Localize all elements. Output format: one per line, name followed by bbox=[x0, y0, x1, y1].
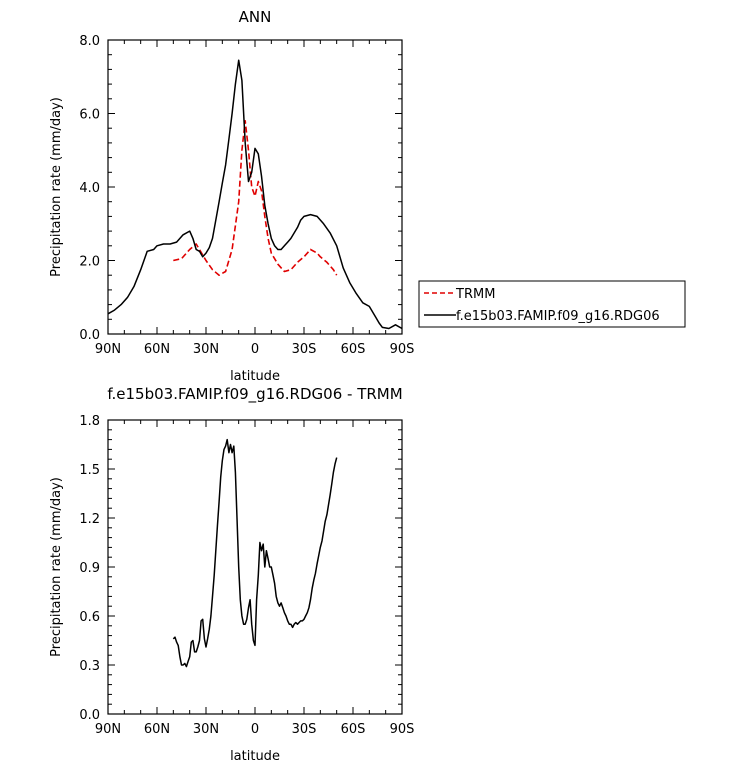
y-tick-label: 8.0 bbox=[79, 34, 100, 49]
y-tick-label: 2.0 bbox=[79, 255, 100, 270]
y-tick-label: 0.0 bbox=[79, 708, 100, 723]
top-chart-title: ANN bbox=[239, 8, 272, 26]
x-tick-label: 90N bbox=[95, 342, 121, 357]
y-tick-label: 0.3 bbox=[79, 659, 100, 674]
x-tick-label: 30S bbox=[292, 342, 317, 357]
x-tick-label: 30N bbox=[193, 722, 219, 737]
bottom-x-axis-label: latitude bbox=[230, 749, 280, 764]
x-tick-label: 90S bbox=[390, 722, 415, 737]
legend: TRMM f.e15b03.FAMIP.f09_g16.RDG06 bbox=[418, 280, 686, 328]
bottom-y-tick-labels: 0.0 0.3 0.6 0.9 1.2 1.5 1.8 bbox=[79, 414, 100, 723]
bottom-y-axis-label: Precipitation rate (mm/day) bbox=[49, 477, 64, 657]
x-tick-label: 30N bbox=[193, 342, 219, 357]
top-series-line-dashed-0 bbox=[173, 120, 338, 277]
top-x-axis-label: latitude bbox=[230, 369, 280, 384]
legend-box bbox=[418, 280, 686, 328]
y-tick-label: 0.6 bbox=[79, 610, 100, 625]
bottom-series-lines bbox=[172, 438, 338, 668]
bottom-x-tick-labels: 90N 60N 30N 0 30S 60S 90S bbox=[95, 722, 415, 737]
top-panel: ANN 0.02.04.06.08.0 90N 60N 30N 0 30S 60S 90S … bbox=[49, 8, 414, 384]
x-tick-label: 90S bbox=[390, 342, 415, 357]
x-tick-label: 60S bbox=[341, 722, 366, 737]
bottom-plot-frame bbox=[107, 419, 403, 715]
y-tick-label: 0.9 bbox=[79, 561, 100, 576]
x-tick-label: 30S bbox=[292, 722, 317, 737]
top-series-line-solid-1 bbox=[107, 59, 403, 330]
bottom-ticks bbox=[107, 419, 403, 715]
x-tick-label: 0 bbox=[251, 342, 259, 357]
top-y-axis-label: Precipitation rate (mm/day) bbox=[49, 97, 64, 277]
y-tick-label: 1.8 bbox=[79, 414, 100, 429]
x-tick-label: 60N bbox=[144, 342, 170, 357]
x-tick-label: 0 bbox=[251, 722, 259, 737]
bottom-chart-title: f.e15b03.FAMIP.f09_g16.RDG06 - TRMM bbox=[107, 385, 402, 404]
top-x-tick-labels: 90N 60N 30N 0 30S 60S 90S bbox=[95, 342, 415, 357]
x-tick-label: 90N bbox=[95, 722, 121, 737]
x-tick-label: 60N bbox=[144, 722, 170, 737]
x-tick-label: 60S bbox=[341, 342, 366, 357]
y-tick-label: 4.0 bbox=[79, 181, 100, 196]
top-ticks bbox=[107, 39, 403, 335]
y-tick-label: 6.0 bbox=[79, 108, 100, 123]
y-tick-label: 1.5 bbox=[79, 463, 100, 478]
legend-model-label: f.e15b03.FAMIP.f09_g16.RDG06 bbox=[456, 309, 660, 324]
bottom-series-line-solid-0 bbox=[172, 438, 338, 668]
legend-trmm-label: TRMM bbox=[455, 287, 495, 302]
top-plot-frame bbox=[107, 39, 403, 335]
bottom-panel: f.e15b03.FAMIP.f09_g16.RDG06 - TRMM 0.00… bbox=[49, 385, 414, 764]
top-series-lines bbox=[107, 59, 403, 330]
top-y-tick-labels: 0.0 2.0 4.0 6.0 8.0 bbox=[79, 34, 100, 343]
y-tick-label: 0.0 bbox=[79, 328, 100, 343]
y-tick-label: 1.2 bbox=[79, 512, 100, 527]
